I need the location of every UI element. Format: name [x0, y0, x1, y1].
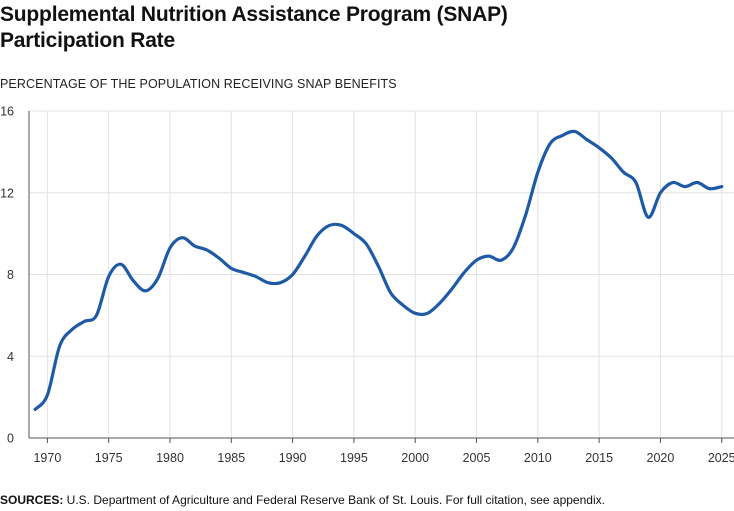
x-tick-label: 2010 [524, 451, 552, 465]
data-point [683, 185, 686, 188]
data-point [708, 187, 711, 190]
data-point [622, 171, 625, 174]
data-point [573, 130, 576, 133]
data-point [303, 255, 306, 258]
data-point [70, 328, 73, 331]
sources-note: SOURCES: U.S. Department of Agriculture … [0, 493, 605, 507]
chart-title-line-2: Participation Rate [0, 29, 175, 52]
data-point [58, 345, 61, 348]
axes [28, 111, 734, 443]
data-point [610, 157, 613, 160]
data-point [549, 142, 552, 145]
y-tick-label: 12 [0, 186, 14, 200]
data-point [119, 263, 122, 266]
data-point [46, 394, 49, 397]
data-point [451, 287, 454, 290]
x-tick-label: 1985 [217, 451, 245, 465]
data-point [512, 246, 515, 249]
sources-label: SOURCES: [0, 493, 64, 507]
data-point [181, 236, 184, 239]
y-tick-label: 16 [0, 105, 14, 119]
data-point [598, 146, 601, 149]
data-point [536, 171, 539, 174]
data-point [377, 265, 380, 268]
sources-text: U.S. Department of Agriculture and Feder… [63, 493, 605, 507]
data-point [291, 273, 294, 276]
x-tick-label: 2015 [585, 451, 613, 465]
chart-title: Supplemental Nutrition Assistance Progra… [0, 2, 720, 54]
data-point [95, 314, 98, 317]
data-point [647, 216, 650, 219]
data-point [634, 181, 637, 184]
data-point [316, 234, 319, 237]
data-point [205, 248, 208, 251]
data-point [267, 281, 270, 284]
data-point [107, 275, 110, 278]
data-point [487, 255, 490, 258]
data-point [463, 271, 466, 274]
data-point [475, 259, 478, 262]
data-point [34, 408, 37, 411]
chart-title-line-1: Supplemental Nutrition Assistance Progra… [0, 3, 508, 26]
x-tick-label: 2000 [401, 451, 429, 465]
x-tick-label: 2005 [463, 451, 491, 465]
data-point [156, 277, 159, 280]
x-tick-label: 1975 [95, 451, 123, 465]
y-tick-label: 4 [7, 350, 14, 364]
data-point [328, 224, 331, 227]
y-tick-label: 8 [7, 268, 14, 282]
x-tick-label: 1990 [279, 451, 307, 465]
x-tick-label: 1970 [33, 451, 61, 465]
data-point [426, 312, 429, 315]
data-point [585, 138, 588, 141]
data-point [659, 191, 662, 194]
data-point [438, 302, 441, 305]
tick-labels: 0 4 8 12 16 1970 1975 1980 1985 1990 1995 2000 2005 2… [0, 105, 734, 466]
data-point [254, 275, 257, 278]
data-point [279, 281, 282, 284]
data-point [671, 181, 674, 184]
x-tick-label: 1995 [340, 451, 368, 465]
data-point [340, 224, 343, 227]
data-point [83, 320, 86, 323]
data-series [33, 129, 724, 411]
data-point [401, 304, 404, 307]
data-point [169, 246, 172, 249]
data-point [720, 185, 723, 188]
y-axis-label: PERCENTAGE OF THE POPULATION RECEIVING S… [0, 77, 397, 91]
x-tick-label: 2025 [708, 451, 734, 465]
data-point [218, 257, 221, 260]
x-tick-label: 2020 [647, 451, 675, 465]
data-point [132, 279, 135, 282]
data-point [144, 289, 147, 292]
data-point [414, 312, 417, 315]
data-point [561, 134, 564, 137]
data-point [242, 271, 245, 274]
x-tick-label: 1980 [156, 451, 184, 465]
line-chart: 0 4 8 12 16 1970 1975 1980 1985 1990 1995 2000 2005 2… [0, 105, 734, 466]
data-point [524, 214, 527, 217]
data-point [389, 291, 392, 294]
data-point [352, 232, 355, 235]
y-tick-label: 0 [7, 432, 14, 446]
data-point [365, 242, 368, 245]
data-point [193, 244, 196, 247]
series-line [33, 129, 724, 411]
data-point [230, 267, 233, 270]
data-point [500, 259, 503, 262]
data-point [696, 181, 699, 184]
